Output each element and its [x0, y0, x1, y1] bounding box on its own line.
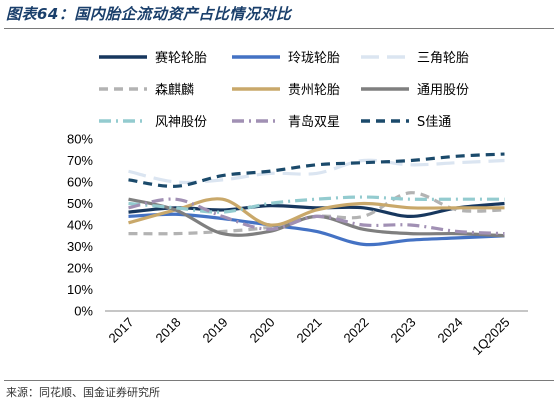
series-line — [128, 212, 505, 247]
y-tick-label: 40% — [67, 218, 93, 233]
legend-label: 贵州轮胎 — [288, 83, 340, 98]
y-axis-ticks: 0% 10% 20% 30% 40% 50% 60% 70% 80% — [67, 132, 93, 319]
legend-label: 通用股份 — [417, 83, 469, 98]
y-tick-label: 0% — [74, 304, 93, 319]
x-tick-label: 2024 — [435, 315, 466, 346]
legend-label: 森麒麟 — [155, 82, 194, 98]
y-tick-label: 80% — [67, 132, 93, 147]
series-3 — [128, 158, 505, 185]
series-1 — [128, 201, 505, 218]
legend-label: S佳通 — [417, 115, 451, 130]
source-note: 来源：同花顺、国金证券研究所 — [6, 386, 160, 399]
x-tick-label: 2017 — [106, 315, 137, 346]
legend-item: 森麒麟 — [99, 82, 194, 98]
series-2 — [128, 212, 505, 247]
x-tick-label: 2018 — [153, 315, 184, 346]
series-4 — [128, 191, 505, 236]
legend-item: 青岛双星 — [232, 114, 340, 130]
legend-item: 贵州轮胎 — [232, 83, 340, 98]
series-line — [128, 152, 505, 188]
x-tick-label: 1Q2025 — [469, 315, 512, 358]
legend-label: 风神股份 — [155, 115, 207, 130]
x-tick-label: 2020 — [247, 315, 278, 346]
y-tick-label: 50% — [67, 196, 93, 211]
series-8 — [128, 197, 505, 236]
series-line — [128, 197, 505, 236]
y-tick-label: 60% — [67, 175, 93, 190]
chart-title: 图表64：国内胎企流动资产占比情况对比 — [6, 5, 292, 23]
legend-item: 三角轮胎 — [361, 51, 469, 66]
legend-item: 玲珑轮胎 — [232, 51, 340, 66]
x-tick-label: 2022 — [341, 315, 372, 346]
x-tick-label: 2019 — [200, 315, 231, 346]
y-tick-label: 10% — [67, 282, 93, 297]
legend-label: 三角轮胎 — [417, 51, 469, 66]
series-line — [128, 195, 505, 214]
legend-label: 玲珑轮胎 — [288, 51, 340, 66]
x-tick-label: 2023 — [388, 315, 419, 346]
x-tick-label: 2021 — [294, 315, 325, 346]
series-9 — [128, 152, 505, 188]
plot-area — [128, 152, 505, 247]
source-divider — [4, 380, 554, 381]
legend-item: 通用股份 — [361, 83, 469, 98]
series-line — [128, 197, 505, 227]
legend-item: 风神股份 — [99, 115, 207, 130]
series-7 — [128, 195, 505, 214]
legend-label: 赛轮轮胎 — [155, 50, 207, 66]
series-line — [128, 201, 505, 218]
series-line — [128, 158, 505, 185]
series-line — [128, 191, 505, 236]
legend-item: 赛轮轮胎 — [99, 50, 207, 66]
legend-label: 青岛双星 — [288, 114, 340, 130]
series-5 — [128, 197, 505, 227]
y-tick-label: 70% — [67, 153, 93, 168]
legend-item: S佳通 — [361, 115, 451, 130]
x-axis-ticks: 2017 2018 2019 2020 2021 2022 2023 2024 1Q2025 — [106, 315, 513, 358]
y-tick-label: 30% — [67, 239, 93, 254]
y-tick-label: 20% — [67, 261, 93, 276]
title-divider — [4, 28, 554, 29]
